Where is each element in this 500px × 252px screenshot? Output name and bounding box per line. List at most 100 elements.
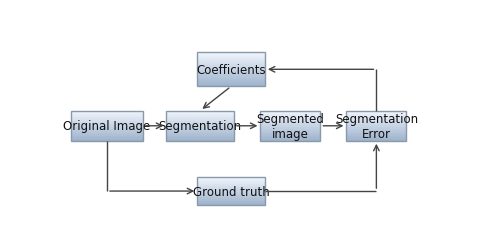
Bar [197,181,265,182]
Bar [166,140,234,141]
Bar [346,136,406,137]
Bar [260,132,320,133]
Bar [71,126,143,127]
Bar [197,75,265,76]
Bar [346,134,406,135]
Bar [197,86,265,87]
Bar [260,124,320,125]
Bar [260,135,320,136]
Bar [166,130,234,131]
Bar [71,121,143,122]
Bar [197,202,265,203]
Bar [260,136,320,137]
Bar [197,200,265,201]
Bar [197,76,265,77]
Bar [197,68,265,69]
Text: Segmentation
Error: Segmentation Error [335,112,418,140]
Bar [71,123,143,124]
Bar [197,201,265,202]
Bar [260,111,320,112]
Bar [197,56,265,57]
Bar [71,134,143,135]
Bar [166,129,234,130]
Bar [260,131,320,132]
Bar [166,112,234,113]
Bar [166,134,234,135]
Bar [197,71,265,72]
Bar [197,194,265,195]
Bar [197,187,265,188]
Bar [166,118,234,119]
Bar [197,66,265,67]
Bar [197,199,265,200]
Bar [71,124,143,125]
Bar [346,138,406,139]
Bar [71,113,143,114]
Bar [166,137,234,138]
Bar [166,124,234,125]
Bar [197,195,265,196]
Bar [346,111,406,141]
Bar [197,197,265,198]
Bar [260,114,320,115]
Bar [166,138,234,139]
Bar [260,113,320,114]
Bar [346,140,406,141]
Bar [71,122,143,123]
Bar [71,140,143,141]
Text: Coefficients: Coefficients [196,64,266,77]
Bar [346,112,406,113]
Bar [260,138,320,139]
Bar [197,69,265,70]
Bar [346,130,406,131]
Bar [197,67,265,68]
Bar [166,127,234,128]
Bar [260,111,320,141]
Bar [197,61,265,62]
Bar [71,111,143,112]
Bar [197,196,265,197]
Bar [166,131,234,132]
Bar [346,118,406,119]
Bar [346,115,406,116]
Bar [166,136,234,137]
Bar [346,121,406,122]
Bar [166,139,234,140]
Bar [260,118,320,119]
Bar [197,182,265,183]
Bar [260,117,320,118]
Bar [197,81,265,82]
Bar [260,126,320,127]
Bar [197,63,265,64]
Bar [197,188,265,189]
Bar [346,120,406,121]
Bar [197,204,265,205]
Bar [197,85,265,86]
Bar [197,60,265,61]
Bar [260,116,320,117]
Bar [71,136,143,137]
Bar [166,135,234,136]
Bar [197,55,265,56]
Bar [71,114,143,115]
Bar [166,123,234,124]
Bar [260,140,320,141]
Bar [166,125,234,126]
Bar [197,53,265,54]
Bar [346,122,406,123]
Bar [346,114,406,115]
Bar [166,111,234,141]
Bar [71,131,143,132]
Bar [71,132,143,133]
Bar [71,139,143,140]
Bar [346,116,406,117]
Bar [260,137,320,138]
Bar [71,119,143,120]
Bar [166,114,234,115]
Bar [197,191,265,192]
Bar [260,121,320,122]
Bar [346,139,406,140]
Bar [197,178,265,179]
Bar [71,129,143,130]
Bar [197,82,265,83]
